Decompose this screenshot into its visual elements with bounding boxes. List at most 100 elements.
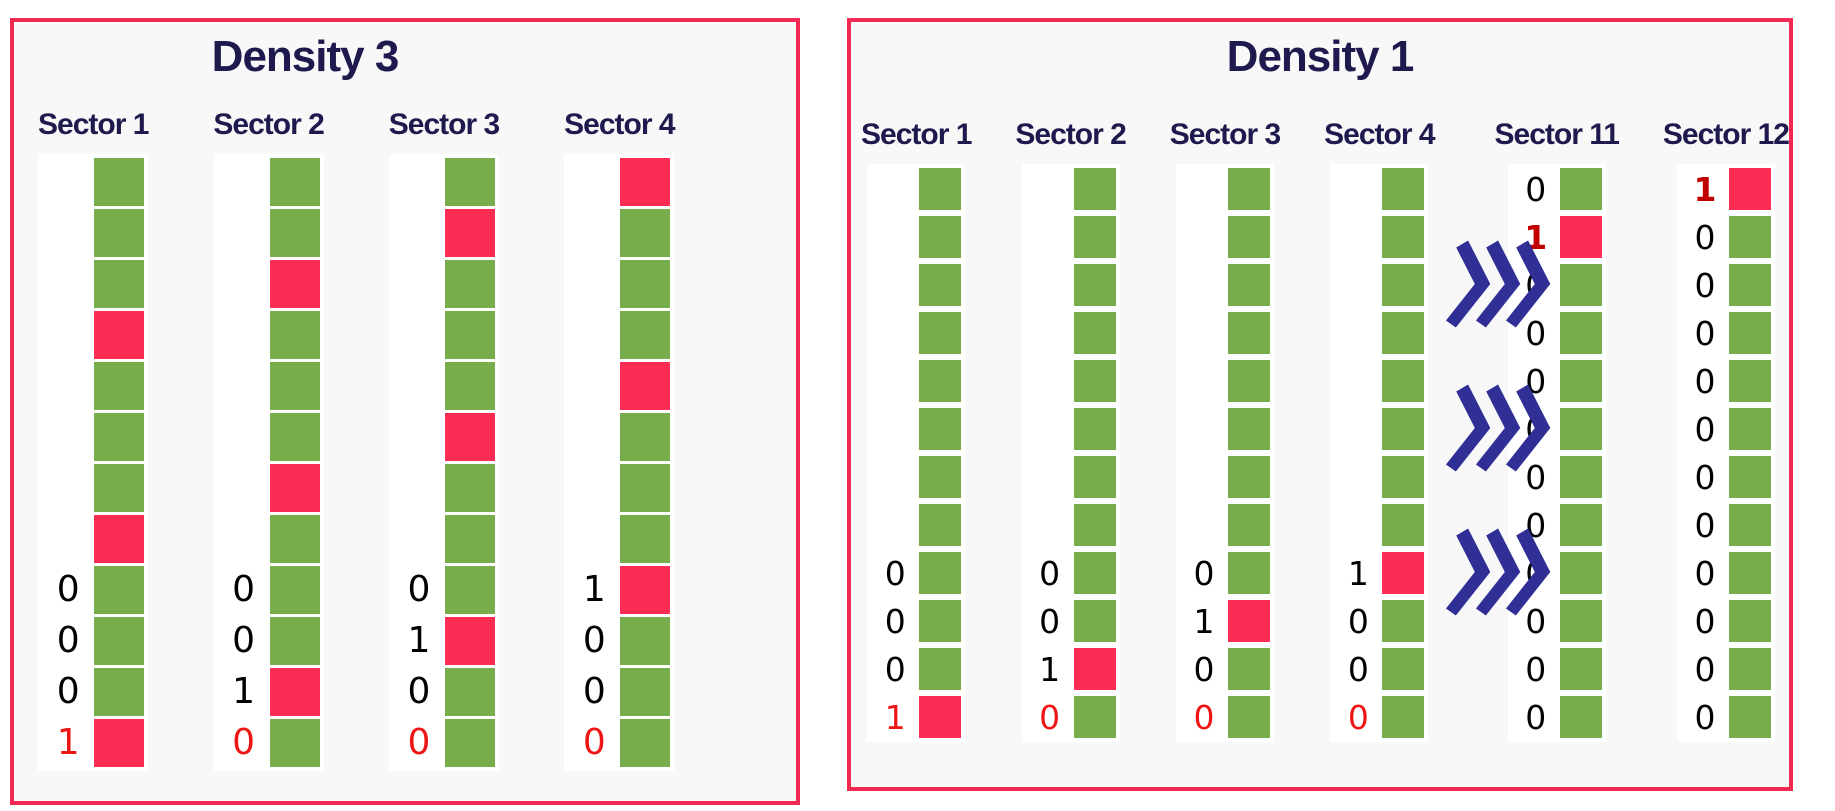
cell-square-green <box>1559 168 1602 210</box>
cell-row: 0 <box>1180 696 1270 738</box>
cell-label: 0 <box>1694 217 1716 257</box>
cell-square-red <box>444 413 495 461</box>
cell-square-red <box>444 209 495 257</box>
cell-square-green <box>1728 264 1771 306</box>
cell-label: 0 <box>407 722 431 763</box>
cell-label: 1 <box>232 671 256 712</box>
sector-strip: 0 1 0 0 <box>388 154 499 771</box>
cell-square-red <box>269 668 320 716</box>
cell-square-green <box>269 209 320 257</box>
cell-square-green <box>919 168 962 210</box>
cell-square-green <box>1227 456 1270 498</box>
cell-square-green <box>1227 216 1270 258</box>
cell-row: 0 <box>1681 600 1771 642</box>
cell-row <box>1026 168 1116 210</box>
cell-row <box>218 158 320 206</box>
cell-row: 0 <box>871 600 962 642</box>
chevron-arrow <box>1443 382 1550 474</box>
cell-square-green <box>1382 264 1425 306</box>
cell-row <box>1334 456 1425 498</box>
cell-label: 0 <box>1694 361 1716 401</box>
cell-label: 1 <box>884 697 906 737</box>
cell-square-green <box>1073 360 1116 402</box>
cell-row <box>1180 408 1270 450</box>
cell-row <box>42 413 145 461</box>
cell-square-green <box>269 566 320 614</box>
cell-square-red <box>94 311 145 359</box>
cell-label: 0 <box>1694 457 1716 497</box>
cell-label: 0 <box>1347 601 1369 641</box>
cell-label: 0 <box>1525 505 1547 545</box>
sector-strip: 0 0 1 0 <box>213 154 324 771</box>
sector-header: Sector 4 <box>1324 118 1435 151</box>
cell-square-green <box>1559 312 1602 354</box>
cell-row: 0 <box>1180 648 1270 690</box>
cell-row: 0 <box>1681 696 1771 738</box>
cell-square-green <box>444 668 495 716</box>
cell-square-green <box>620 311 671 359</box>
cell-square-green <box>1073 600 1116 642</box>
cell-square-green <box>620 719 671 767</box>
panel-title: Density 3 <box>211 32 400 81</box>
cell-row <box>393 413 495 461</box>
cell-row <box>871 408 962 450</box>
cell-square-green <box>1382 648 1425 690</box>
cell-square-red <box>269 260 320 308</box>
cell-square-red <box>1728 168 1771 210</box>
cell-square-green <box>1728 648 1771 690</box>
cell-label: 0 <box>1694 313 1716 353</box>
cell-row <box>568 515 671 563</box>
cell-square-green <box>1382 360 1425 402</box>
cell-row: 0 <box>393 566 495 614</box>
sector-group-sector-12: Sector 12 1 0 0 0 0 0 0 0 0 0 0 0 <box>1663 118 1790 742</box>
cell-square-green <box>94 260 145 308</box>
cell-square-green <box>444 362 495 410</box>
sector-header: Sector 3 <box>1169 118 1281 151</box>
cell-row: 0 <box>871 552 962 594</box>
sector-group-sector-3: Sector 3 0 1 0 0 <box>388 108 500 771</box>
cell-row: 1 <box>393 617 495 665</box>
cell-row <box>42 464 145 512</box>
cell-square-green <box>1073 456 1116 498</box>
cell-row: 0 <box>1512 312 1602 354</box>
cell-label: 0 <box>1039 697 1061 737</box>
cell-square-green <box>919 456 962 498</box>
cell-row <box>568 158 671 206</box>
cell-row <box>871 216 962 258</box>
cell-row: 0 <box>393 668 495 716</box>
cell-row <box>871 360 962 402</box>
sector-header: Sector 1 <box>861 118 972 151</box>
cell-square-green <box>1728 216 1771 258</box>
cell-row <box>393 209 495 257</box>
cell-row <box>218 413 320 461</box>
cell-square-red <box>444 617 495 665</box>
cell-square-green <box>1559 600 1602 642</box>
cell-row: 0 <box>1026 552 1116 594</box>
sector-strip: 1 0 0 0 0 0 0 0 0 0 0 0 <box>1676 164 1775 742</box>
cell-square-green <box>1728 408 1771 450</box>
cell-square-green <box>444 566 495 614</box>
cell-row: 0 <box>1681 360 1771 402</box>
cell-row <box>1026 312 1116 354</box>
cell-square-green <box>919 600 962 642</box>
cell-row: 1 <box>1681 168 1771 210</box>
cell-square-green <box>620 515 671 563</box>
cell-square-green <box>1073 504 1116 546</box>
cell-square-green <box>1227 408 1270 450</box>
cell-label: 0 <box>1525 649 1547 689</box>
cell-label: 0 <box>407 569 431 610</box>
cell-row <box>393 158 495 206</box>
cell-label: 0 <box>1525 361 1547 401</box>
cell-square-green <box>1382 408 1425 450</box>
cell-square-red <box>1227 600 1270 642</box>
cell-row <box>568 362 671 410</box>
cell-row: 0 <box>1512 168 1602 210</box>
cell-row: 0 <box>1681 552 1771 594</box>
cell-row: 0 <box>1334 696 1425 738</box>
sector-group-sector-1: Sector 1 0 0 0 1 <box>861 118 972 742</box>
cell-square-red <box>1559 216 1602 258</box>
cell-square-green <box>1073 168 1116 210</box>
cell-row: 0 <box>1681 312 1771 354</box>
cell-row: 0 <box>1334 600 1425 642</box>
